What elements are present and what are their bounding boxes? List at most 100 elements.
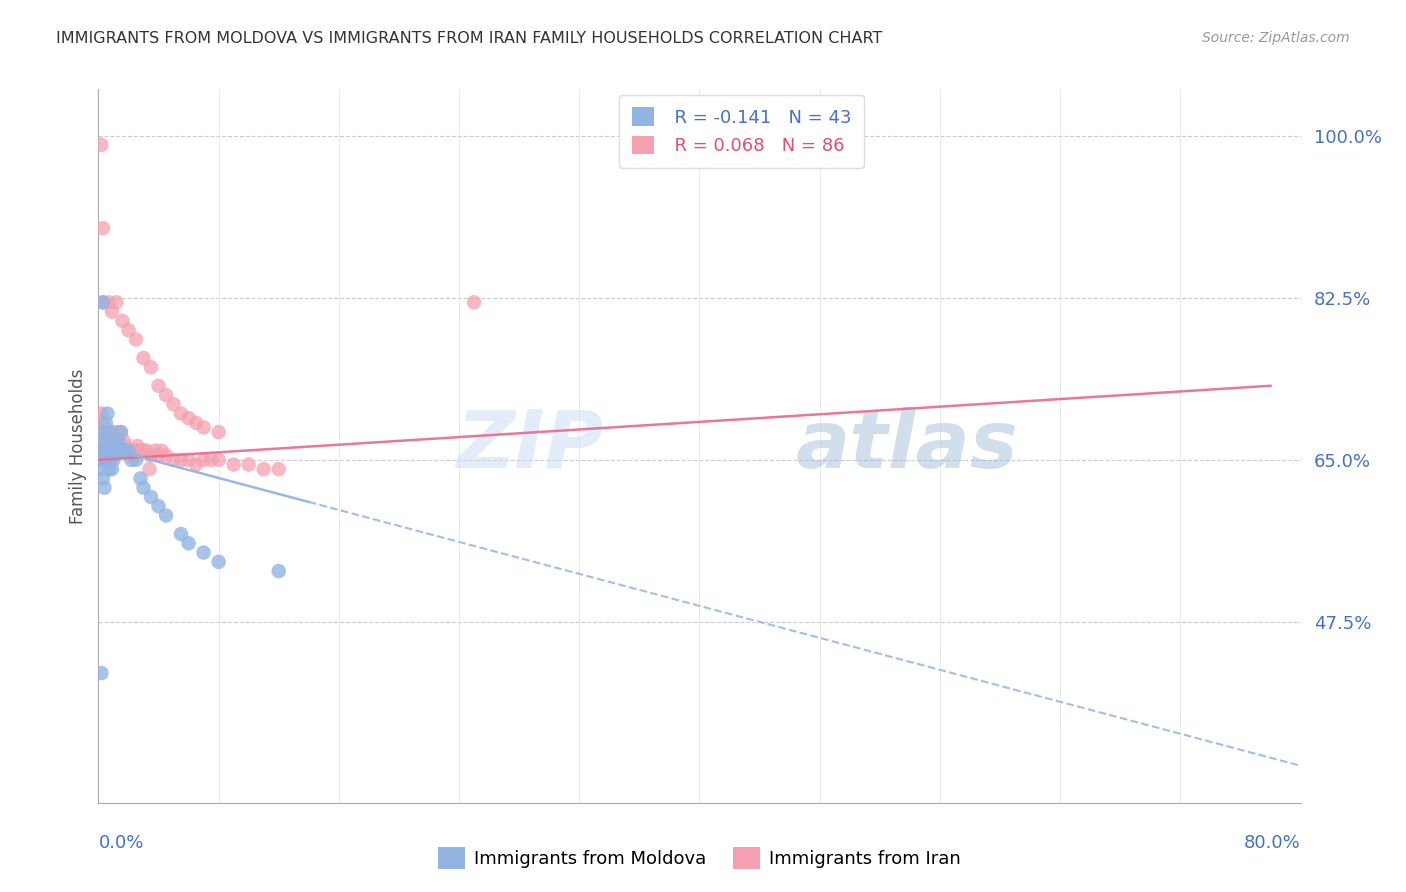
Point xyxy=(91,434,114,449)
Point xyxy=(200,453,222,467)
Point xyxy=(117,323,139,337)
Point xyxy=(139,448,162,462)
Point xyxy=(170,453,193,467)
Point xyxy=(184,416,207,430)
Point xyxy=(90,443,112,458)
Point xyxy=(93,439,115,453)
Point xyxy=(97,448,120,462)
Point xyxy=(93,453,115,467)
Point xyxy=(177,411,200,425)
Point xyxy=(110,443,132,458)
Point xyxy=(91,295,114,310)
Point xyxy=(104,448,127,462)
Point xyxy=(125,443,148,458)
Point xyxy=(91,471,114,485)
Point xyxy=(100,425,122,439)
Point xyxy=(105,443,128,458)
Point xyxy=(96,453,118,467)
Point xyxy=(101,443,124,458)
Point xyxy=(107,434,129,449)
Point xyxy=(127,439,149,453)
Point xyxy=(129,443,152,458)
Point xyxy=(97,425,120,439)
Point xyxy=(103,425,125,439)
Point xyxy=(193,420,215,434)
Point xyxy=(94,443,117,458)
Point xyxy=(96,407,118,421)
Point xyxy=(162,453,184,467)
Text: 80.0%: 80.0% xyxy=(1244,834,1301,852)
Y-axis label: Family Households: Family Households xyxy=(69,368,87,524)
Point xyxy=(132,481,155,495)
Point xyxy=(90,425,112,439)
Point xyxy=(138,462,160,476)
Point xyxy=(184,458,207,472)
Point xyxy=(104,443,127,458)
Point xyxy=(170,527,193,541)
Point xyxy=(117,443,139,458)
Point xyxy=(111,443,134,458)
Point xyxy=(105,295,128,310)
Point xyxy=(93,481,115,495)
Point xyxy=(155,448,177,462)
Point xyxy=(101,443,124,458)
Point xyxy=(148,500,170,514)
Point xyxy=(91,221,114,235)
Point xyxy=(100,453,122,467)
Point xyxy=(94,443,117,458)
Point xyxy=(104,443,127,458)
Point xyxy=(150,443,173,458)
Point xyxy=(107,434,129,449)
Point xyxy=(96,453,118,467)
Point xyxy=(90,666,112,681)
Point xyxy=(238,458,260,472)
Point xyxy=(94,434,117,449)
Point xyxy=(124,443,146,458)
Text: 0.0%: 0.0% xyxy=(98,834,143,852)
Point xyxy=(97,462,120,476)
Point xyxy=(112,434,135,449)
Point xyxy=(463,295,485,310)
Point xyxy=(135,443,157,458)
Point xyxy=(103,434,125,449)
Point xyxy=(177,453,200,467)
Point xyxy=(148,378,170,392)
Point xyxy=(105,425,128,439)
Point xyxy=(90,453,112,467)
Point xyxy=(110,425,132,439)
Text: ZIP: ZIP xyxy=(456,407,603,485)
Point xyxy=(253,462,276,476)
Legend: Immigrants from Moldova, Immigrants from Iran: Immigrants from Moldova, Immigrants from… xyxy=(430,839,969,876)
Point xyxy=(208,555,231,569)
Point xyxy=(148,448,170,462)
Point xyxy=(89,462,111,476)
Point xyxy=(139,360,162,375)
Point xyxy=(97,434,120,449)
Text: Source: ZipAtlas.com: Source: ZipAtlas.com xyxy=(1202,31,1350,45)
Point xyxy=(145,443,167,458)
Point xyxy=(105,439,128,453)
Point xyxy=(118,443,141,458)
Point xyxy=(193,453,215,467)
Point xyxy=(101,462,124,476)
Text: IMMIGRANTS FROM MOLDOVA VS IMMIGRANTS FROM IRAN FAMILY HOUSEHOLDS CORRELATION CH: IMMIGRANTS FROM MOLDOVA VS IMMIGRANTS FR… xyxy=(56,31,883,46)
Point xyxy=(125,453,148,467)
Point xyxy=(90,407,112,421)
Point xyxy=(100,434,122,449)
Point xyxy=(170,407,193,421)
Point xyxy=(222,458,245,472)
Point xyxy=(139,490,162,504)
Point xyxy=(91,443,114,458)
Point xyxy=(193,545,215,559)
Point xyxy=(121,443,143,458)
Point xyxy=(103,443,125,458)
Point xyxy=(105,443,128,458)
Point xyxy=(89,443,111,458)
Point xyxy=(267,564,290,578)
Point xyxy=(108,443,131,458)
Point xyxy=(91,416,114,430)
Point xyxy=(208,425,231,439)
Point xyxy=(267,462,290,476)
Point xyxy=(114,443,136,458)
Text: atlas: atlas xyxy=(796,407,1018,485)
